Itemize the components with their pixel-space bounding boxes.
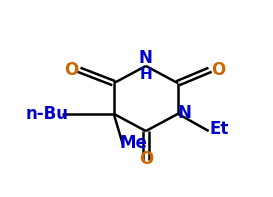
Text: N: N	[178, 104, 192, 122]
Text: O: O	[211, 61, 225, 79]
Text: Me: Me	[120, 135, 148, 152]
Text: O: O	[64, 61, 78, 79]
Text: n-Bu: n-Bu	[25, 105, 69, 123]
Text: N: N	[139, 49, 153, 67]
Text: O: O	[139, 150, 153, 168]
Text: Et: Et	[210, 120, 229, 138]
Text: H: H	[140, 67, 152, 82]
